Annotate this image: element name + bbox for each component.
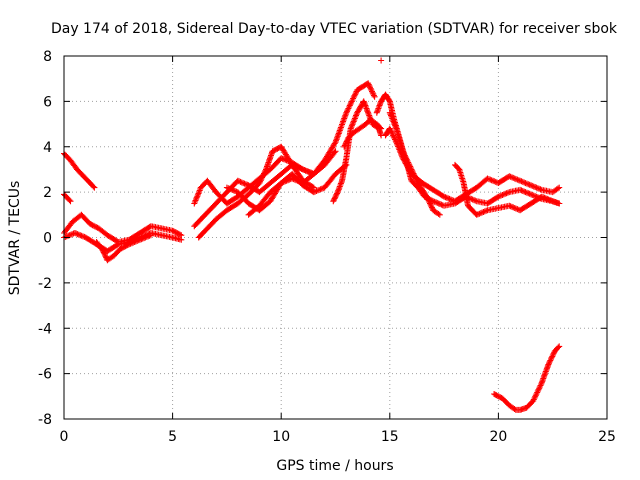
y-tick-label: 4 — [43, 140, 52, 156]
x-tick-label: 20 — [489, 429, 507, 445]
chart-title: Day 174 of 2018, Sidereal Day-to-day VTE… — [51, 21, 618, 37]
plus-markers — [491, 343, 563, 413]
series-arc-14 — [382, 125, 563, 205]
x-tick-label: 0 — [60, 429, 69, 445]
series-arc-17 — [378, 57, 385, 64]
data-points — [61, 57, 563, 413]
y-tick-label: 8 — [43, 49, 52, 65]
plus-markers — [93, 232, 154, 264]
y-tick-label: -2 — [38, 276, 52, 292]
y-tick-label: 0 — [43, 231, 52, 247]
plus-markers — [61, 191, 74, 205]
plus-markers — [382, 125, 563, 205]
series-arc-5 — [93, 232, 154, 264]
series-arc-12 — [341, 116, 385, 150]
plus-markers — [61, 150, 98, 191]
series-arc-10 — [245, 80, 378, 218]
plus-markers — [61, 211, 185, 245]
series-arc-16 — [452, 161, 563, 218]
series-arc-2 — [61, 150, 98, 191]
y-tick-label: -8 — [38, 412, 52, 428]
series-arc-18 — [491, 343, 563, 413]
plus-markers — [341, 116, 385, 150]
x-tick-label: 5 — [168, 429, 177, 445]
y-tick-label: -6 — [38, 367, 52, 383]
x-tick-label: 10 — [272, 429, 290, 445]
y-tick-label: 2 — [43, 185, 52, 201]
plus-markers — [452, 161, 563, 218]
plus-markers — [386, 109, 443, 218]
x-tick-label: 25 — [598, 429, 616, 445]
plus-markers — [378, 57, 385, 64]
y-axis-label: SDTVAR / TECUs — [7, 181, 23, 296]
plus-markers — [245, 80, 378, 218]
y-tick-label: -4 — [38, 321, 52, 337]
x-axis-label: GPS time / hours — [276, 458, 393, 474]
axis-ticks: 0 5 10 15 20 25 -8 -6 -4 -2 0 2 4 6 8 — [38, 49, 616, 445]
x-tick-label: 15 — [381, 429, 399, 445]
series-arc-1 — [61, 191, 74, 205]
series-arc-3 — [61, 211, 185, 245]
y-tick-label: 6 — [43, 94, 52, 110]
series-arc-15 — [386, 109, 443, 218]
